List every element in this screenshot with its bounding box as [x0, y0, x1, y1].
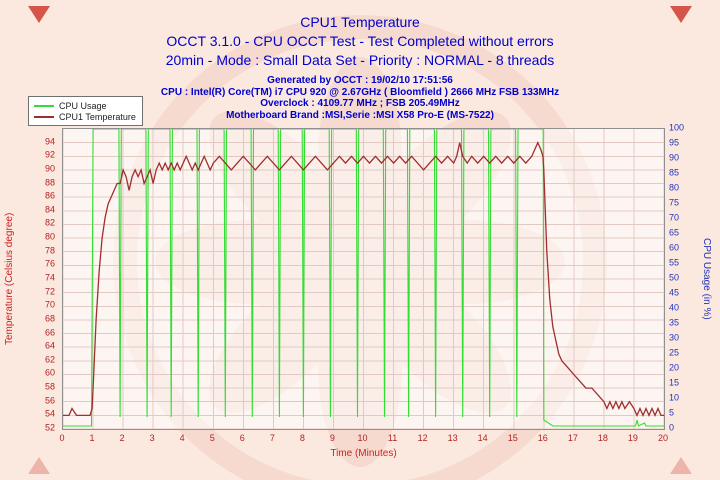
temp-tick-label: 52: [44, 422, 55, 433]
usage-tick-label: 15: [669, 377, 680, 388]
temp-tick-label: 88: [44, 177, 55, 188]
temp-tick-label: 56: [44, 395, 55, 406]
usage-axis-title: CPU Usage (in %): [701, 238, 712, 320]
usage-tick-label: 95: [669, 137, 680, 148]
temp-tick-label: 82: [44, 217, 55, 228]
usage-tick-label: 90: [669, 152, 680, 163]
temp-tick-label: 94: [44, 136, 55, 147]
time-tick-label: 16: [537, 433, 548, 443]
time-tick-label: 12: [417, 433, 428, 443]
usage-tick-label: 85: [669, 167, 680, 178]
temp-tick-label: 58: [44, 381, 55, 392]
time-tick-label: 5: [209, 433, 215, 443]
time-tick-label: 20: [657, 433, 669, 443]
time-tick-label: 4: [179, 433, 185, 443]
temp-tick-label: 92: [44, 149, 55, 160]
usage-tick-label: 65: [669, 227, 680, 238]
time-tick-label: 19: [627, 433, 638, 443]
temp-tick-label: 86: [44, 190, 55, 201]
legend-item-cpu-usage: CPU Usage: [34, 100, 136, 111]
usage-tick-label: 35: [669, 317, 680, 328]
time-tick-label: 10: [357, 433, 368, 443]
time-axis-ticks: 0 1 2 3 4 5 6 7 8 9 10 11 12 13 14 15 16 17 18 19 20: [59, 433, 669, 446]
temp-tick-label: 90: [44, 163, 55, 174]
plot-area: [62, 128, 665, 430]
legend-item-cpu1-temperature: CPU1 Temperature: [34, 111, 136, 122]
chart-series-svg: [63, 129, 664, 429]
usage-tick-label: 75: [669, 197, 680, 208]
chart-title: CPU1 Temperature: [300, 14, 420, 30]
cpu-usage-line-swatch: [34, 104, 54, 107]
time-tick-label: 9: [329, 433, 335, 443]
time-tick-label: 13: [447, 433, 458, 443]
usage-tick-label: 45: [669, 287, 680, 298]
time-axis-title: Time (Minutes): [330, 448, 397, 459]
usage-tick-label: 25: [669, 347, 680, 358]
temp-tick-label: 64: [44, 340, 55, 351]
usage-tick-label: 55: [669, 257, 680, 268]
time-tick-label: 0: [59, 433, 65, 443]
cpu1-temperature-line-swatch: [34, 115, 54, 118]
temp-axis-ticks: 94 92 90 88 86 84 82 80 78 76 74 72 70 68 66 64 62 60 58 56…: [0, 128, 58, 433]
usage-axis-ticks: 100 95 90 85 80 75 70 65 60 55 50 45 40 35 30 25 20 15 10 5…: [669, 123, 717, 433]
time-tick-label: 14: [477, 433, 488, 443]
time-tick-label: 7: [269, 433, 275, 443]
usage-tick-label: 80: [669, 182, 680, 193]
legend-label-cpu-usage: CPU Usage: [59, 100, 107, 111]
usage-tick-label: 60: [669, 242, 680, 253]
time-tick-label: 15: [507, 433, 518, 443]
chart-subtitle-test: OCCT 3.1.0 - CPU OCCT Test - Test Comple…: [166, 33, 554, 49]
usage-tick-label: 20: [669, 362, 680, 373]
temp-tick-label: 54: [44, 408, 55, 419]
usage-tick-label: 0: [669, 422, 675, 433]
temp-tick-label: 84: [44, 204, 55, 215]
temp-tick-label: 78: [44, 245, 55, 256]
temp-tick-label: 68: [44, 313, 55, 324]
time-tick-label: 1: [89, 433, 95, 443]
usage-tick-label: 30: [669, 332, 680, 343]
chart-subtitle-mode: 20min - Mode : Small Data Set - Priority…: [165, 52, 555, 68]
time-tick-label: 6: [239, 433, 245, 443]
temp-tick-label: 70: [44, 299, 55, 310]
usage-tick-label: 50: [669, 272, 680, 283]
time-tick-label: 18: [597, 433, 608, 443]
usage-tick-label: 40: [669, 302, 680, 313]
legend-label-cpu1-temperature: CPU1 Temperature: [59, 111, 136, 122]
time-tick-label: 17: [567, 433, 578, 443]
temp-tick-label: 76: [44, 258, 55, 269]
temp-tick-label: 74: [44, 272, 55, 283]
time-tick-label: 3: [149, 433, 155, 443]
temp-tick-label: 62: [44, 354, 55, 365]
temp-tick-label: 80: [44, 231, 55, 242]
usage-tick-label: 10: [669, 392, 680, 403]
info-generated: Generated by OCCT : 19/02/10 17:51:56: [267, 75, 453, 86]
temp-tick-label: 60: [44, 367, 55, 378]
usage-tick-label: 70: [669, 212, 680, 223]
temp-tick-label: 66: [44, 327, 55, 338]
time-tick-label: 2: [119, 433, 125, 443]
usage-tick-label: 5: [669, 407, 675, 418]
temp-axis-title: Temperature (Celsius degree): [4, 212, 15, 346]
time-tick-label: 11: [387, 433, 398, 443]
legend: CPU Usage CPU1 Temperature: [28, 96, 143, 126]
time-tick-label: 8: [299, 433, 305, 443]
temp-tick-label: 72: [44, 286, 55, 297]
usage-tick-label: 100: [669, 122, 685, 133]
